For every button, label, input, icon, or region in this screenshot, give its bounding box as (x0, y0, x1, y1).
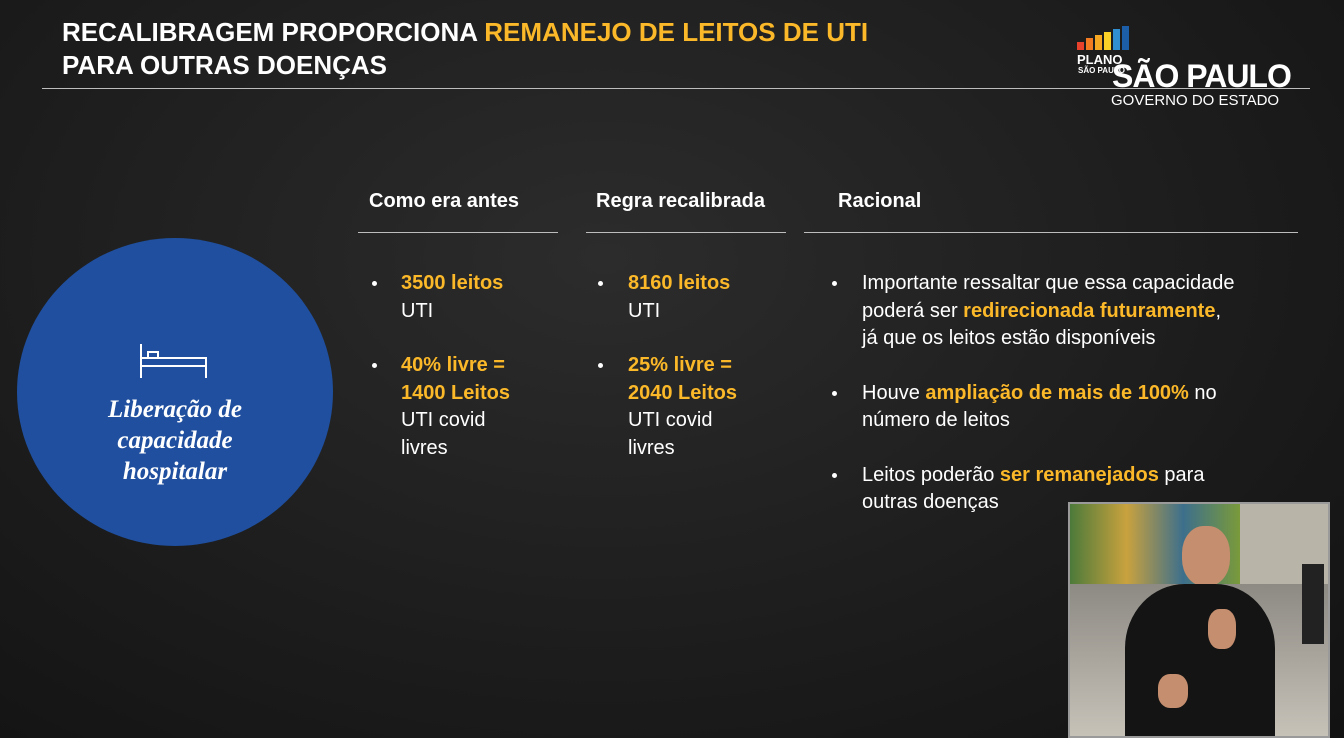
title-line: RECALIBRAGEM PROPORCIONA REMANEJO DE LEI… (62, 16, 868, 49)
logo-government: GOVERNO DO ESTADO (1111, 92, 1280, 109)
column-rule (804, 232, 1298, 233)
circle-text: Liberação de (108, 396, 242, 423)
bullet-dot (598, 281, 603, 286)
text-segment: UTI (628, 299, 661, 322)
bullet-line: 40% livre = (401, 352, 505, 380)
bullet-dot (832, 472, 837, 478)
logo-bars (1077, 26, 1133, 50)
title-line: PARA OUTRAS DOENÇAS (62, 49, 387, 82)
bullet-line: UTI covid (401, 407, 485, 435)
text-segment: REMANEJO DE LEITOS DE UTI (484, 17, 869, 47)
column-heading: Como era antes (369, 190, 520, 212)
text-segment: outras doenças (862, 491, 999, 513)
text-segment: Houve (862, 381, 926, 404)
bullet-line: Houve ampliação de mais de 100% no (862, 380, 1217, 408)
text-segment: 1400 Leitos (401, 381, 510, 404)
text-segment: UTI covid (628, 409, 713, 431)
text-segment: RECALIBRAGEM PROPORCIONA (62, 17, 485, 47)
text-segment: PARA OUTRAS DOENÇAS (62, 50, 388, 80)
text-segment: 25% livre = (628, 354, 732, 376)
logo-plan: PLANO (1077, 52, 1123, 67)
bullet-line: 8160 leitos (628, 270, 730, 298)
column-rule (586, 232, 786, 233)
bullet-line: já que os leitos estão disponíveis (862, 325, 1156, 353)
bullet-line: número de leitos (862, 407, 1010, 435)
column-heading: Racional (838, 190, 922, 212)
text-segment: 3500 leitos (401, 272, 504, 294)
text-segment: livres (401, 436, 448, 459)
bullet-dot (832, 281, 837, 286)
bullet-line: outras doenças (862, 489, 999, 517)
text-segment: 2040 Leitos (628, 381, 737, 404)
bullet-dot (832, 390, 837, 396)
text-segment: para (1158, 463, 1205, 486)
bullet-line: 3500 leitos (401, 270, 503, 298)
text-segment: 8160 leitos (628, 272, 731, 294)
bullet-line: Leitos poderão ser remanejados para (862, 462, 1204, 490)
bullet-line: livres (628, 435, 675, 463)
circle-text: capacidade (117, 427, 233, 454)
bullet-dot (372, 363, 377, 368)
text-segment: 40% livre = (401, 354, 505, 376)
text-segment: no (1188, 381, 1217, 404)
bullet-line: 2040 Leitos (628, 380, 737, 408)
bullet-line: UTI (401, 298, 433, 326)
bullet-dot (598, 363, 603, 368)
circle-text: hospitalar (122, 458, 228, 485)
bullet-dot (372, 281, 377, 286)
text-segment: já que os leitos estão disponíveis (862, 327, 1156, 349)
bullet-line: Importante ressaltar que essa capacidade (862, 270, 1234, 298)
bullet-line: 1400 Leitos (401, 380, 510, 408)
bullet-line: 25% livre = (628, 352, 732, 380)
text-segment: UTI (401, 299, 434, 322)
text-segment: ampliação de mais de 100% (925, 381, 1189, 404)
logo-state: SÃO PAULO (1112, 58, 1292, 94)
text-segment: Importante ressaltar que essa capacidade (862, 272, 1235, 294)
text-segment: redirecionada futuramente (963, 299, 1216, 322)
circle (17, 238, 333, 546)
title-rule (42, 88, 1310, 89)
bullet-line: poderá ser redirecionada futuramente, (862, 298, 1221, 326)
text-segment: UTI covid (401, 409, 486, 431)
text-segment: ser remanejados (999, 463, 1159, 486)
text-segment: Leitos poderão (862, 463, 1000, 486)
bed-icon (140, 344, 207, 378)
text-segment: poderá ser (862, 299, 964, 322)
text-segment: , (1215, 299, 1222, 322)
bullet-line: UTI covid (628, 407, 712, 435)
bullet-line: UTI (628, 298, 660, 326)
column-rule (358, 232, 558, 233)
column-heading: Regra recalibrada (596, 190, 765, 212)
text-segment: número de leitos (862, 409, 1010, 431)
video-inset (1068, 502, 1330, 738)
logo-plan-sub: SÃO PAULO (1078, 66, 1125, 75)
bullet-line: livres (401, 435, 448, 463)
text-segment: livres (628, 436, 675, 459)
